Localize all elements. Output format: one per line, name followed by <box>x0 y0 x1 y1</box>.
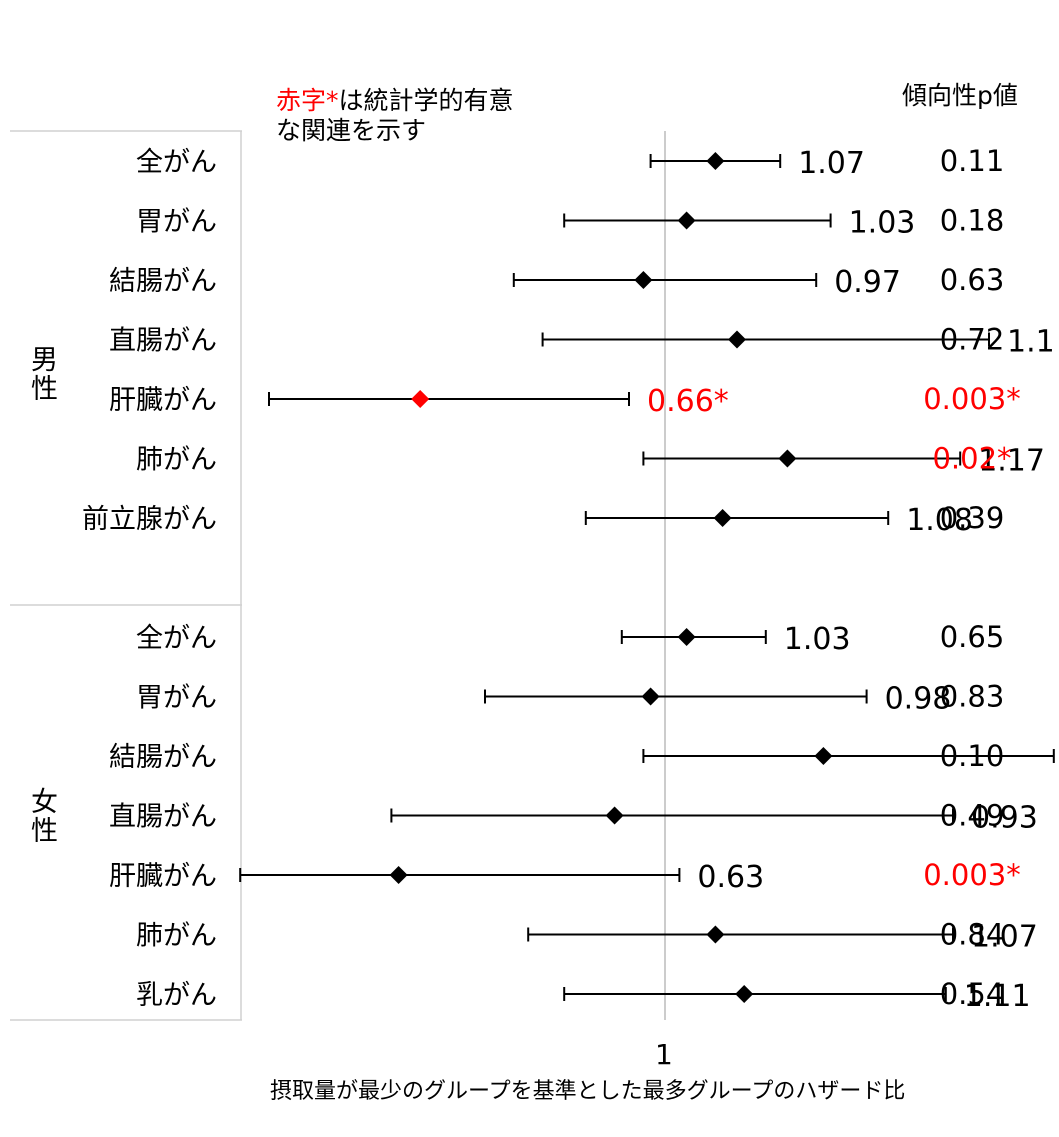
p-value-label: 0.02* <box>932 442 1011 476</box>
hr-value-label: 0.97 <box>834 265 901 300</box>
hr-value-label: 0.93 <box>971 801 1038 836</box>
p-value-label: 0.10 <box>940 739 1005 773</box>
hr-value-label: 1.07 <box>798 146 865 181</box>
hr-point <box>677 211 696 230</box>
note-red-text: 赤字* <box>276 86 339 115</box>
p-value-label: 0.84 <box>940 918 1005 952</box>
p-value-label: 0.72 <box>940 323 1005 357</box>
hr-value-label: 1.07 <box>971 920 1038 955</box>
row-label: 胃がん <box>136 207 217 238</box>
hr-point <box>778 449 797 468</box>
hr-point <box>814 747 833 765</box>
p-column-title: 傾向性p値 <box>902 81 1018 110</box>
group-label-women: 女性 <box>26 787 57 845</box>
row-label: 全がん <box>136 147 217 178</box>
p-value-label: 0.83 <box>940 680 1005 714</box>
row-label: 乳がん <box>136 980 217 1011</box>
hr-value-label: 1.17 <box>978 444 1045 479</box>
hr-point <box>735 985 754 1003</box>
p-value-label: 0.003* <box>923 382 1021 416</box>
hr-point <box>728 330 746 349</box>
p-value-label: 0.65 <box>940 620 1005 654</box>
x-tick-label: 1 <box>655 1038 673 1071</box>
hr-point <box>634 271 653 289</box>
x-axis-label: 摂取量が最少のグループを基準とした最多グループのハザード比 <box>270 1079 906 1104</box>
row-label: 結腸がん <box>109 742 217 773</box>
hr-value-label: 1.1 <box>1007 325 1055 360</box>
hr-value-label: 0.66* <box>647 384 729 419</box>
p-value-label: 0.63 <box>940 263 1005 297</box>
hr-point <box>706 152 725 170</box>
hr-point <box>411 390 430 408</box>
hr-value-label: 1.11 <box>964 979 1031 1014</box>
hr-point <box>605 806 624 825</box>
row-label: 結腸がん <box>109 266 217 297</box>
row-label: 直腸がん <box>109 802 217 833</box>
hr-point <box>706 925 725 944</box>
row-label: 肝臓がん <box>109 861 217 892</box>
significance-note: 赤字*は統計学的有意 な関連を示す <box>276 86 514 146</box>
p-value-label: 0.18 <box>940 204 1005 238</box>
row-label: 前立腺がん <box>82 504 217 535</box>
p-value-label: 0.11 <box>940 144 1005 178</box>
row-label: 肺がん <box>136 921 217 952</box>
note-text-line2: な関連を示す <box>276 116 427 145</box>
hr-value-label: 1.08 <box>906 503 973 538</box>
note-text-line1: は統計学的有意 <box>338 86 514 115</box>
hr-value-label: 0.98 <box>885 682 952 717</box>
row-label: 肺がん <box>136 445 217 476</box>
p-value-label: 0.39 <box>940 501 1005 535</box>
hr-point <box>389 866 408 884</box>
p-value-label: 0.003* <box>923 858 1021 892</box>
row-label: 直腸がん <box>109 326 217 357</box>
p-value-label: 0.54 <box>940 977 1005 1011</box>
hr-point <box>641 687 660 706</box>
hr-point <box>677 628 696 646</box>
group-label-men: 男性 <box>26 345 57 403</box>
hr-value-label: 1.03 <box>784 622 851 657</box>
p-value-label: 0.49 <box>940 799 1005 833</box>
row-label: 胃がん <box>136 683 217 714</box>
hr-value-label: 1.03 <box>849 206 916 241</box>
row-label: 肝臓がん <box>109 385 217 416</box>
hr-value-label: 0.63 <box>697 860 764 895</box>
row-label: 全がん <box>136 623 217 654</box>
hr-point <box>713 509 732 527</box>
